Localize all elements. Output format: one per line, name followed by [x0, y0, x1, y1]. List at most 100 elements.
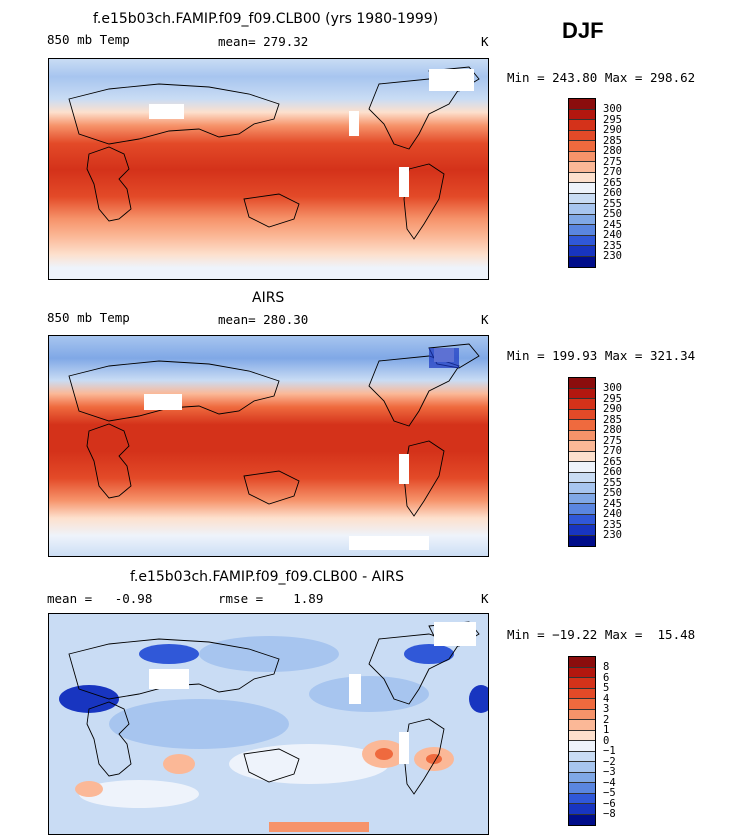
panel3-minmax: Min = −19.22 Max = 15.48	[507, 627, 696, 642]
season-label: DJF	[562, 18, 604, 43]
tick-label: 295	[603, 392, 622, 405]
tick-label: 230	[603, 250, 622, 262]
tick-label: 255	[603, 197, 622, 210]
tick-label: −5	[603, 787, 616, 799]
tick-label: 255	[603, 476, 622, 489]
panel1-map	[48, 58, 489, 280]
swatch	[569, 730, 595, 741]
swatch	[569, 204, 595, 215]
swatch	[569, 688, 595, 699]
swatch	[569, 451, 595, 462]
swatch	[569, 462, 595, 473]
tick-label: 290	[603, 403, 622, 415]
tick-label: 285	[603, 413, 622, 426]
tick-label: −1	[603, 745, 616, 757]
swatch	[569, 130, 595, 141]
panel2-units: K	[481, 312, 489, 327]
tick-label: 265	[603, 455, 622, 468]
tick-label: 4	[603, 692, 610, 705]
panel3-units: K	[481, 591, 489, 606]
panel2-mean: mean= 280.30	[218, 312, 309, 327]
swatch	[569, 120, 595, 131]
swatch	[569, 699, 595, 710]
swatch	[569, 214, 595, 225]
panel2-colorbar	[568, 377, 596, 547]
tick-label: 2	[603, 713, 610, 726]
tick-label: 280	[603, 145, 622, 157]
tick-label: 3	[603, 703, 610, 715]
tick-label: 275	[603, 434, 622, 447]
panel2-colorbar-labels: 300 295 290 285 280 275 270 265 260 255 …	[603, 383, 622, 541]
swatch	[569, 151, 595, 162]
panel3-rmse: rmse = 1.89	[218, 591, 324, 606]
panel1-colorbar-labels: 300 295 290 285 280 275 270 265 260 255 …	[603, 104, 622, 262]
tick-label: 240	[603, 229, 622, 241]
panel2-title: AIRS	[252, 290, 285, 306]
tick-label: 260	[603, 187, 622, 199]
swatch	[569, 172, 595, 183]
swatch	[569, 193, 595, 204]
panel3-title: f.e15b03ch.FAMIP.f09_f09.CLB00 - AIRS	[130, 569, 404, 585]
tick-label: −2	[603, 755, 616, 768]
panel2-map	[48, 335, 489, 557]
swatch	[569, 441, 595, 452]
tick-label: 290	[603, 124, 622, 136]
tick-label: 235	[603, 518, 622, 531]
panel1-minmax: Min = 243.80 Max = 298.62	[507, 70, 696, 85]
swatch	[569, 256, 595, 267]
panel1-units: K	[481, 34, 489, 49]
panel3-colorbar-labels: 8 6 5 4 3 2 1 0 −1 −2 −3 −4 −5 −6 −8	[603, 662, 616, 820]
swatch	[569, 793, 595, 804]
tick-label: 235	[603, 239, 622, 252]
tick-label: 300	[603, 382, 622, 394]
swatch	[569, 109, 595, 120]
tick-label: 240	[603, 508, 622, 520]
swatch	[569, 667, 595, 678]
swatch	[569, 657, 595, 668]
swatch	[569, 246, 595, 257]
swatch	[569, 493, 595, 504]
tick-label: 245	[603, 497, 622, 510]
swatch	[569, 535, 595, 546]
tick-label: 1	[603, 724, 610, 736]
tick-label: 270	[603, 445, 622, 457]
tick-label: 295	[603, 113, 622, 126]
tick-label: 300	[603, 103, 622, 115]
swatch	[569, 814, 595, 825]
panel1-title: f.e15b03ch.FAMIP.f09_f09.CLB00 (yrs 1980…	[93, 11, 439, 27]
tick-label: −6	[603, 797, 616, 810]
swatch	[569, 678, 595, 689]
panel3-colorbar	[568, 656, 596, 826]
panel2-minmax: Min = 199.93 Max = 321.34	[507, 348, 696, 363]
tick-label: 280	[603, 424, 622, 436]
swatch	[569, 235, 595, 246]
swatch	[569, 378, 595, 389]
swatch	[569, 762, 595, 773]
tick-label: 265	[603, 176, 622, 189]
panel1-colorbar	[568, 98, 596, 268]
swatch	[569, 751, 595, 762]
tick-label: 285	[603, 134, 622, 147]
swatch	[569, 225, 595, 236]
swatch	[569, 399, 595, 410]
tick-label: 0	[603, 734, 610, 747]
swatch	[569, 504, 595, 515]
tick-label: 5	[603, 682, 610, 694]
tick-label: −8	[603, 808, 616, 820]
panel3-mean: mean = -0.98	[47, 591, 153, 606]
swatch	[569, 783, 595, 794]
swatch	[569, 162, 595, 173]
tick-label: −3	[603, 766, 616, 778]
swatch	[569, 741, 595, 752]
swatch	[569, 525, 595, 536]
swatch	[569, 709, 595, 720]
tick-label: 275	[603, 155, 622, 168]
swatch	[569, 804, 595, 815]
tick-label: 250	[603, 208, 622, 220]
tick-label: 230	[603, 529, 622, 541]
swatch	[569, 420, 595, 431]
tick-label: −4	[603, 776, 616, 789]
swatch	[569, 483, 595, 494]
panel1-variable: 850 mb Temp	[47, 32, 130, 47]
swatch	[569, 772, 595, 783]
